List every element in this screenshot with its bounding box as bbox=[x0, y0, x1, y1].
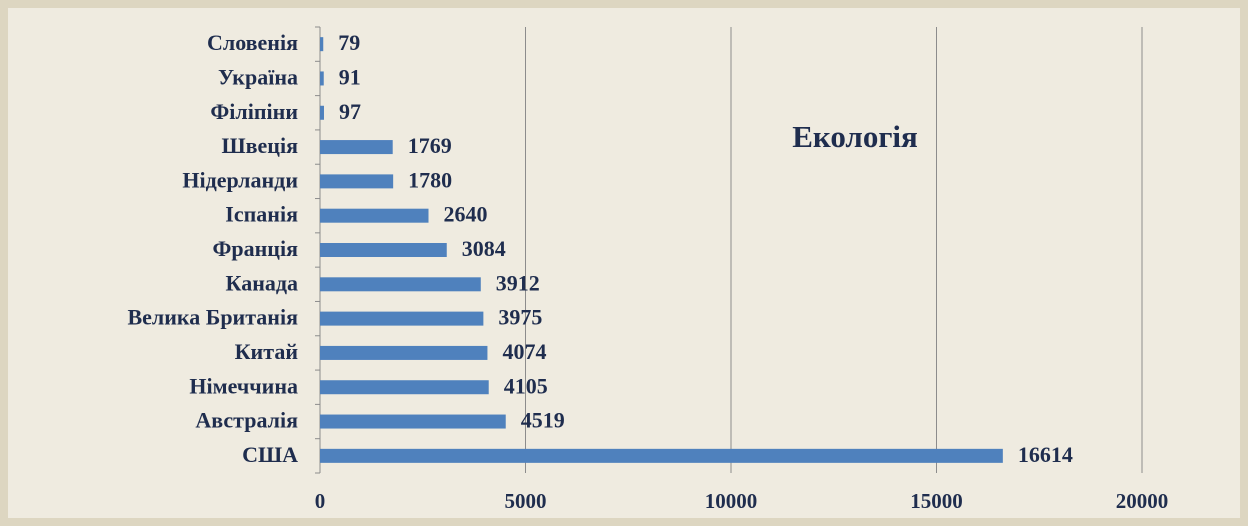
value-label: 3975 bbox=[498, 305, 542, 330]
bar bbox=[320, 71, 324, 86]
y-tick-label: США bbox=[242, 442, 298, 467]
x-tick-label: 0 bbox=[315, 489, 326, 513]
bar bbox=[320, 345, 488, 360]
y-tick-label: Філіпіни bbox=[210, 99, 298, 124]
y-tick-label: Канада bbox=[226, 270, 298, 295]
bar bbox=[320, 277, 481, 292]
chart-title: Екологія bbox=[792, 119, 918, 154]
y-tick-label: Іспанія bbox=[225, 202, 298, 227]
value-label: 2640 bbox=[444, 202, 488, 227]
value-label: 1780 bbox=[408, 167, 452, 192]
x-tick-label: 15000 bbox=[910, 489, 963, 513]
x-tick-label: 20000 bbox=[1116, 489, 1169, 513]
value-label: 79 bbox=[338, 30, 360, 55]
y-tick-label: Словенія bbox=[207, 30, 298, 55]
y-tick-label: Німеччина bbox=[189, 373, 298, 398]
y-tick-label: Велика Британія bbox=[127, 305, 298, 330]
bar bbox=[320, 243, 447, 257]
value-label: 3912 bbox=[496, 270, 540, 295]
bar bbox=[320, 140, 393, 155]
bar bbox=[320, 174, 394, 189]
y-tick-label: Швеція bbox=[222, 133, 299, 158]
value-label: 16614 bbox=[1018, 442, 1073, 467]
value-label: 1769 bbox=[408, 133, 452, 158]
y-tick-label: Китай bbox=[235, 339, 299, 364]
y-tick-label: Австралія bbox=[195, 408, 298, 433]
y-tick-label: Україна bbox=[218, 65, 298, 90]
bar bbox=[320, 105, 324, 120]
x-tick-label: 10000 bbox=[705, 489, 758, 513]
bar bbox=[320, 311, 484, 326]
panel bbox=[8, 8, 1240, 518]
x-tick-label: 5000 bbox=[505, 489, 547, 513]
bar bbox=[320, 414, 506, 429]
value-label: 97 bbox=[339, 99, 361, 124]
value-label: 91 bbox=[339, 65, 361, 90]
value-label: 4105 bbox=[504, 373, 548, 398]
bar bbox=[320, 37, 324, 52]
bar bbox=[320, 380, 489, 395]
bar bbox=[320, 208, 429, 223]
value-label: 4074 bbox=[502, 339, 546, 364]
value-label: 3084 bbox=[462, 236, 506, 261]
y-tick-label: Нідерланди bbox=[182, 167, 298, 192]
value-label: 4519 bbox=[521, 408, 565, 433]
bar bbox=[320, 448, 1003, 463]
y-tick-label: Франція bbox=[213, 236, 299, 261]
